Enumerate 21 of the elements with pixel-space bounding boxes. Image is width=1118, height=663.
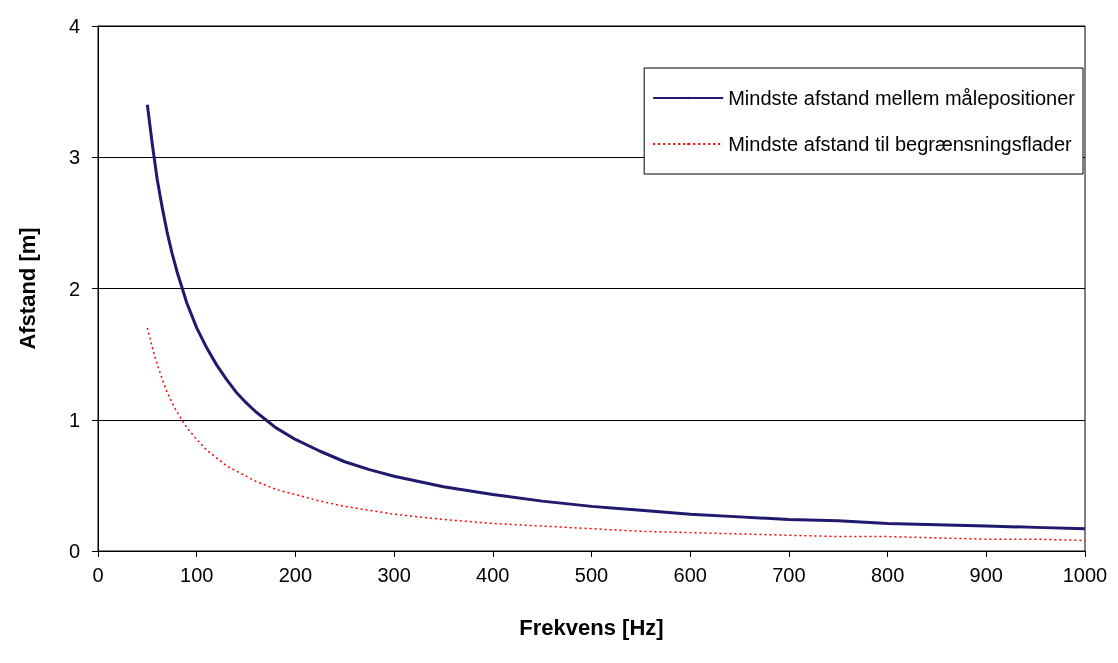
y-tick-label: 4 (68, 15, 80, 37)
x-tick-label: 700 (772, 564, 806, 586)
x-tick-label: 500 (574, 564, 609, 586)
x-axis-title: Frekvens [Hz] (519, 614, 664, 640)
x-tick-label: 100 (180, 564, 214, 586)
x-tick-label: 600 (673, 564, 707, 586)
y-tick-label: 0 (68, 540, 80, 562)
x-tick-label: 300 (377, 564, 411, 586)
x-tick-label: 0 (92, 564, 104, 586)
x-tick-label: 200 (278, 564, 313, 586)
legend-label: Mindste afstand mellem målepositioner (728, 87, 1076, 109)
y-axis-title: Afstand [m] (14, 227, 40, 350)
x-tick-label: 400 (476, 564, 510, 586)
x-tick-label: 800 (870, 564, 905, 586)
x-tick-label: 1000 (1062, 564, 1108, 586)
x-tick-label: 900 (969, 564, 1003, 586)
legend-label: Mindste afstand til begrænsningsflader (728, 133, 1073, 155)
line-series (146, 327, 1086, 542)
y-tick-label: 2 (68, 277, 80, 300)
y-tick-label: 1 (68, 408, 80, 431)
y-tick-label: 3 (68, 146, 80, 169)
